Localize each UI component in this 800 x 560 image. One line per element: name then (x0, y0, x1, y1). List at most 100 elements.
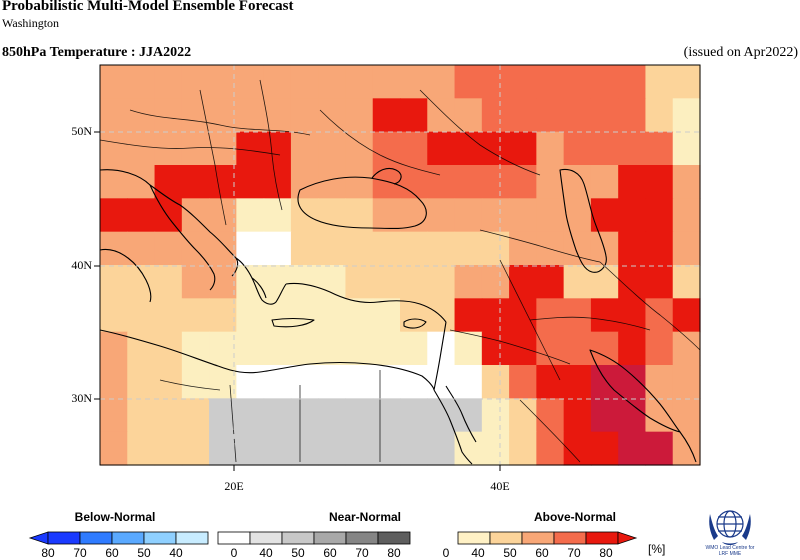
grid-cell (590, 298, 619, 333)
grid-cell (427, 98, 456, 133)
legend-above-tick: 40 (471, 546, 485, 560)
grid-cell (645, 165, 674, 199)
grid-cell (563, 431, 592, 466)
grid-cell (454, 365, 483, 399)
grid-cell (618, 365, 647, 399)
variable-label: 850hPa Temperature : JJA2022 (2, 45, 192, 60)
legend-below-normal-label: Below-Normal (74, 510, 156, 524)
grid-cell (372, 331, 401, 366)
grid-cell (236, 265, 265, 299)
grid-cell (100, 265, 128, 299)
grid-cell (672, 298, 701, 333)
grid-cell (263, 198, 292, 233)
legend-near-swatch (345, 531, 379, 545)
grid-cell (345, 365, 374, 399)
grid-cell (645, 131, 674, 166)
grid-cell (345, 298, 374, 333)
legend-near-swatch (313, 531, 347, 545)
grid-cell (563, 98, 592, 133)
grid-cell (263, 265, 292, 299)
grid-cell (481, 431, 510, 466)
grid-cell (318, 65, 347, 99)
grid-cell (427, 431, 456, 466)
grid-cell (154, 231, 183, 266)
grid-cell (372, 65, 401, 99)
grid-cell (345, 231, 374, 266)
grid-cell (563, 365, 592, 399)
grid-cell (590, 398, 619, 433)
legend-near-tick: 40 (259, 546, 273, 560)
grid-cell (127, 398, 156, 433)
legend-above-swatch (489, 531, 523, 545)
grid-cell (345, 398, 374, 433)
legend-above-tick: 70 (567, 546, 581, 560)
grid-cell (181, 365, 210, 399)
grid-cell (454, 131, 483, 166)
legend-above-arrow (617, 531, 638, 545)
grid-cell (181, 331, 210, 366)
lat-label-50n: 50N (71, 124, 92, 138)
grid-cell (209, 98, 237, 133)
grid-cell (127, 131, 156, 166)
legend-near-swatch (377, 531, 411, 545)
legend-below-tick: 50 (137, 546, 151, 560)
grid-cell (536, 98, 565, 133)
grid-cell (618, 298, 647, 333)
grid-cell (509, 365, 537, 399)
grid-cell (290, 398, 319, 433)
grid-cell (427, 165, 456, 199)
grid-cell (209, 231, 237, 266)
grid-cell (590, 131, 619, 166)
grid-cell (536, 431, 565, 466)
grid-cell (563, 265, 592, 299)
legend-near-swatch (281, 531, 315, 545)
legend-near-normal-label: Near-Normal (328, 510, 402, 524)
grid-cell (100, 131, 128, 166)
grid-cell (127, 231, 156, 266)
grid-cell (590, 365, 619, 399)
grid-cell (400, 131, 428, 166)
lon-label-40e: 40E (490, 479, 510, 493)
grid-cell (372, 98, 401, 133)
grid-cell (427, 398, 456, 433)
grid-cell (536, 265, 565, 299)
grid-cell (209, 198, 237, 233)
grid-cell (100, 431, 128, 466)
grid-cell (672, 365, 701, 399)
wmo-logo-icon (709, 510, 751, 545)
grid-cell (345, 431, 374, 466)
grid-cell (372, 231, 401, 266)
grid-cell (590, 331, 619, 366)
grid-cell (481, 331, 510, 366)
grid-cell (345, 198, 374, 233)
grid-cell (236, 165, 265, 199)
grid-cell (127, 365, 156, 399)
grid-cell (590, 431, 619, 466)
grid-cell (400, 365, 428, 399)
grid-cell (509, 298, 537, 333)
grid-cell (645, 98, 674, 133)
grid-cell (181, 65, 210, 99)
grid-cell (345, 65, 374, 99)
grid-cell (318, 398, 347, 433)
grid-cell (290, 231, 319, 266)
grid-cell (236, 65, 265, 99)
grid-cell (154, 98, 183, 133)
grid-cell (290, 65, 319, 99)
grid-cell (236, 231, 265, 266)
grid-cell (100, 165, 128, 199)
grid-cell (509, 65, 537, 99)
legend-below-swatch (143, 531, 177, 545)
grid-cell (563, 131, 592, 166)
grid-cell (645, 431, 674, 466)
grid-cell (672, 198, 701, 233)
grid-cell (454, 231, 483, 266)
grid-cell (509, 398, 537, 433)
grid-cell (263, 231, 292, 266)
legend-above-swatch (585, 531, 619, 545)
grid-cell (454, 198, 483, 233)
lat-label-30n: 30N (71, 391, 92, 405)
grid-cell (645, 331, 674, 366)
grid-cell (318, 331, 347, 366)
grid-cell (672, 398, 701, 433)
